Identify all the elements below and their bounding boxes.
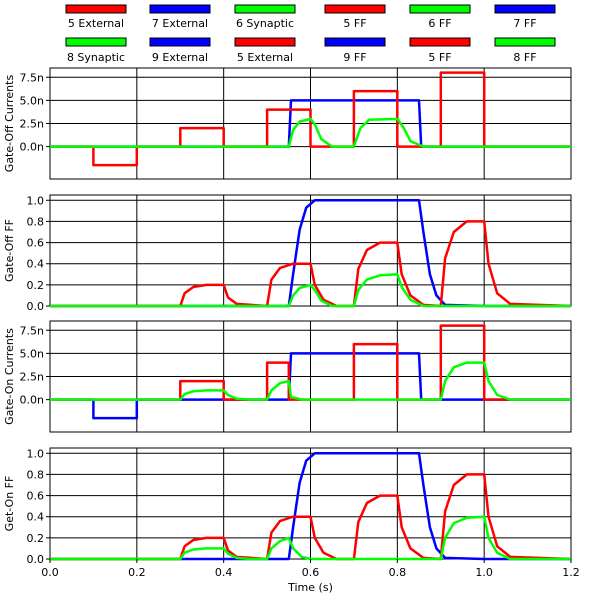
x-tick-label: 1.0 [475, 566, 493, 579]
y-tick-label: 0.8 [27, 468, 45, 481]
y-tick-label: 0.0n [20, 141, 44, 154]
legend-label: 5 FF [343, 17, 366, 30]
legend-entry: 5 External [65, 4, 127, 30]
legend: 5 External 7 External 6 Synaptic 5 FF 6 FF 7 … [65, 4, 556, 64]
legend-label: 9 FF [343, 51, 366, 64]
x-tick-label: 0.8 [389, 566, 407, 579]
y-tick-label: 0.6 [27, 490, 45, 503]
x-tick-label: 0.0 [41, 566, 59, 579]
y-tick-label: 0.2 [27, 532, 45, 545]
legend-entry: 6 FF [409, 4, 471, 30]
legend-entry: 8 FF [494, 37, 556, 64]
legend-label: 5 External [237, 51, 293, 64]
legend-entry: 6 Synaptic [234, 4, 296, 30]
legend-entry: 5 FF [324, 4, 386, 30]
y-tick-label: 0.4 [27, 511, 45, 524]
legend-label: 5 FF [428, 51, 451, 64]
y-tick-label: 1.0 [27, 194, 45, 207]
y-axis-label: Gate-Off Currents [3, 75, 16, 173]
x-axis-label: Time (s) [287, 581, 333, 594]
legend-label: 7 FF [513, 17, 536, 30]
y-axis-label: Gate-On Currents [3, 328, 16, 425]
plot-panels: 7.5n 5.0n 2.5n 0.0n Gate-Off Currents 1.0 0.8 0… [3, 67, 572, 566]
legend-swatch [65, 4, 127, 14]
panel-1: 7.5n 5.0n 2.5n 0.0n Gate-Off Currents [3, 67, 572, 180]
legend-label: 9 External [152, 51, 208, 64]
y-tick-label: 2.5n [20, 371, 44, 384]
y-tick-label: 0.0 [27, 553, 45, 566]
y-tick-label: 0.6 [27, 237, 45, 250]
legend-swatch [324, 37, 386, 47]
series-line [50, 452, 571, 561]
legend-label: 5 External [68, 17, 124, 30]
series-line [50, 352, 571, 420]
legend-label: 8 FF [513, 51, 536, 64]
y-axis-label: Get-On FF [3, 476, 16, 532]
legend-entry: 5 FF [409, 37, 471, 64]
y-tick-label: 0.0 [27, 300, 45, 313]
y-tick-label: 7.5n [20, 71, 44, 84]
legend-swatch [409, 37, 471, 47]
legend-entry: 9 FF [324, 37, 386, 64]
y-tick-label: 7.5n [20, 324, 44, 337]
y-tick-label: 0.8 [27, 215, 45, 228]
x-tick-label: 0.4 [215, 566, 233, 579]
y-tick-label: 0.2 [27, 279, 45, 292]
panel-3: 7.5n 5.0n 2.5n 0.0n Gate-On Currents [3, 320, 572, 433]
y-tick-label: 2.5n [20, 118, 44, 131]
x-tick-label: 0.6 [302, 566, 320, 579]
legend-swatch [234, 4, 296, 14]
panel-2: 1.0 0.8 0.6 0.4 0.2 0.0 Gate-Off FF [3, 194, 572, 313]
y-axis-label: Gate-Off FF [3, 219, 16, 282]
legend-swatch [324, 4, 386, 14]
y-tick-label: 5.0n [20, 347, 44, 360]
y-tick-label: 0.4 [27, 258, 45, 271]
legend-swatch [149, 37, 211, 47]
panel-4: 1.0 0.8 0.6 0.4 0.2 0.0 Get-On FF [3, 447, 572, 566]
legend-swatch [65, 37, 127, 47]
legend-label: 6 Synaptic [236, 17, 294, 30]
series-line [50, 71, 571, 167]
y-tick-label: 0.0n [20, 394, 44, 407]
legend-swatch [149, 4, 211, 14]
legend-label: 7 External [152, 17, 208, 30]
legend-entry: 7 FF [494, 4, 556, 30]
y-tick-label: 1.0 [27, 447, 45, 460]
legend-entry: 9 External [149, 37, 211, 64]
legend-swatch [494, 37, 556, 47]
x-axis: 0.0 0.2 0.4 0.6 0.8 1.0 1.2 Time (s) [41, 559, 580, 594]
legend-entry: 8 Synaptic [65, 37, 127, 64]
series-line [50, 273, 571, 308]
series-line [50, 361, 571, 401]
legend-swatch [234, 37, 296, 47]
series-line [50, 117, 571, 148]
legend-entry: 5 External [234, 37, 296, 64]
y-tick-label: 5.0n [20, 94, 44, 107]
legend-label: 8 Synaptic [67, 51, 125, 64]
legend-label: 6 FF [428, 17, 451, 30]
legend-swatch [409, 4, 471, 14]
legend-entry: 7 External [149, 4, 211, 30]
x-tick-label: 0.2 [128, 566, 146, 579]
x-tick-label: 1.2 [562, 566, 580, 579]
legend-swatch [494, 4, 556, 14]
series-line [50, 515, 571, 561]
